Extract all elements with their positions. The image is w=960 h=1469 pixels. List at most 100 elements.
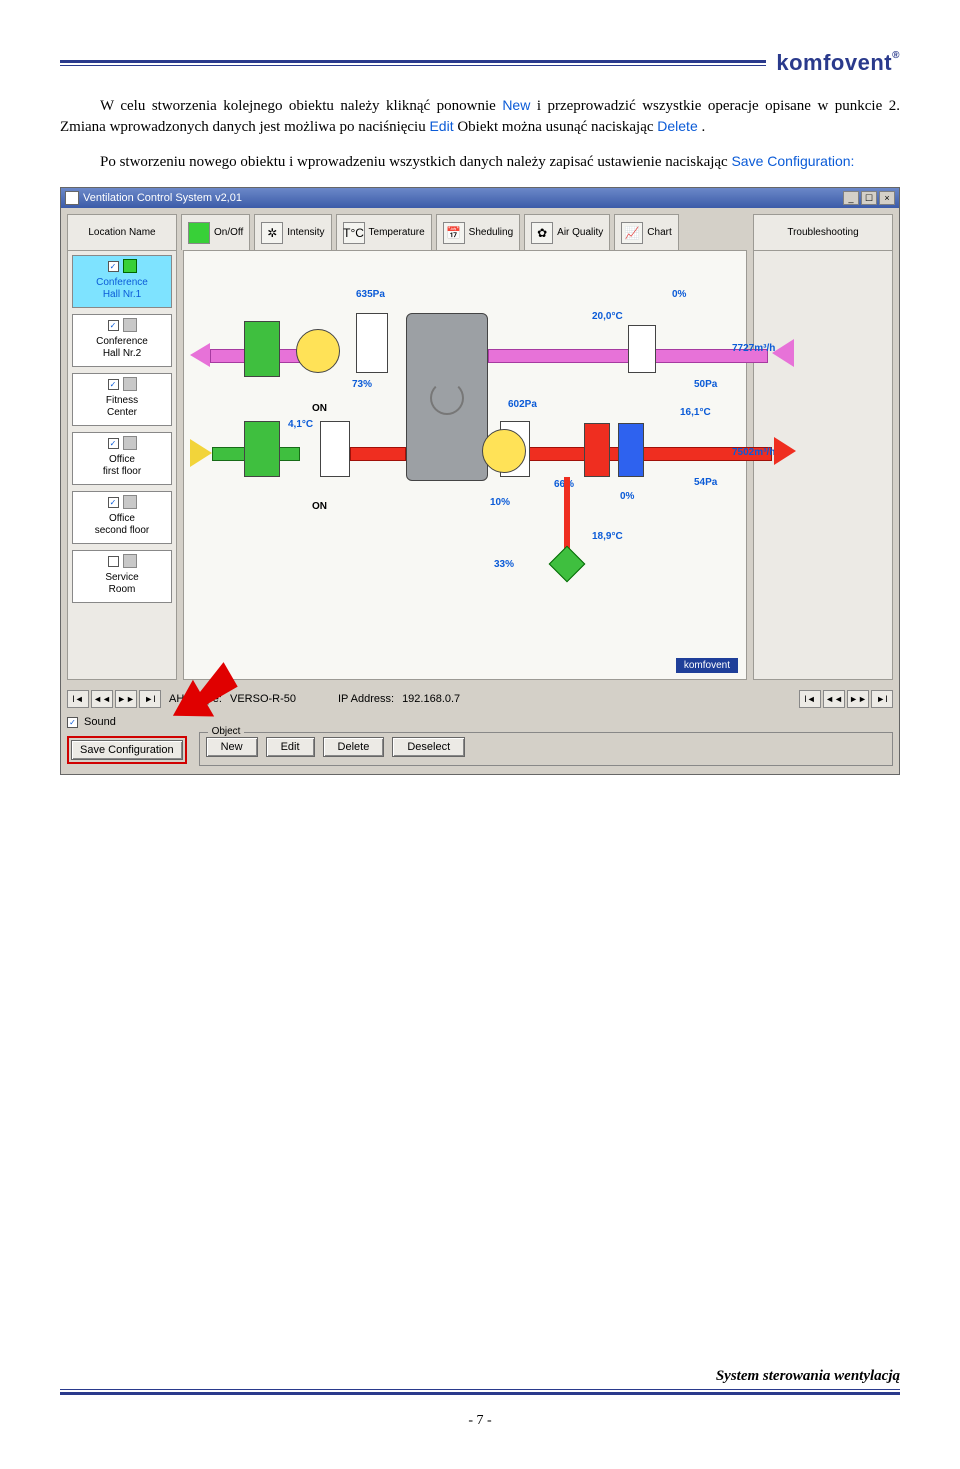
tab-chart[interactable]: 📈Chart xyxy=(614,214,678,250)
val-dp2: 602Pa xyxy=(508,399,537,410)
val-heat-pct: 0% xyxy=(620,491,634,502)
val-fan1-on: ON xyxy=(312,403,327,414)
app-icon xyxy=(65,191,79,205)
nav-group-left: I◄ ◄◄ ►► ►I xyxy=(67,690,161,708)
tab-intensity[interactable]: ✲Intensity xyxy=(254,214,331,250)
new-button[interactable]: New xyxy=(206,737,258,757)
val-t-in: 4,1°C xyxy=(288,419,313,430)
location-label: Officefirst floor xyxy=(76,454,168,478)
nav2-first[interactable]: I◄ xyxy=(799,690,821,708)
return-inlet-icon xyxy=(772,339,794,367)
logo-text: komfovent xyxy=(776,50,892,75)
save-highlight: Save Configuration xyxy=(67,736,187,764)
nav2-prev[interactable]: ◄◄ xyxy=(823,690,845,708)
nav2-next[interactable]: ►► xyxy=(847,690,869,708)
power-icon xyxy=(188,222,210,244)
nav-first[interactable]: I◄ xyxy=(67,690,89,708)
tab-temperature[interactable]: T°CTemperature xyxy=(336,214,432,250)
save-configuration-button[interactable]: Save Configuration xyxy=(71,740,183,760)
tab-onoff[interactable]: On/Off xyxy=(181,214,250,250)
nav-next[interactable]: ►► xyxy=(115,690,137,708)
supply-fan xyxy=(482,429,526,473)
val-t-top: 20,0°C xyxy=(592,311,623,322)
sound-label: Sound xyxy=(84,716,116,728)
filter-exhaust xyxy=(356,313,388,373)
delete-button[interactable]: Delete xyxy=(323,737,385,757)
cooling-coil xyxy=(628,325,656,373)
ip-label: IP Address: xyxy=(338,693,394,705)
location-status-icon xyxy=(123,259,137,273)
location-status-icon xyxy=(123,495,137,509)
val-t-coil: 16,1°C xyxy=(680,407,711,418)
heating-coil xyxy=(584,423,610,477)
minimize-button[interactable]: _ xyxy=(843,191,859,205)
val-flow-bot: 7502m³/h xyxy=(732,447,775,458)
val-t-ret: 18,9°C xyxy=(592,531,623,542)
supply-outlet-icon xyxy=(774,437,796,465)
val-fan2-on: ON xyxy=(312,501,327,512)
location-label: ServiceRoom xyxy=(76,572,168,596)
tab-bar: Location Name On/Off ✲Intensity T°CTempe… xyxy=(61,208,899,250)
calendar-icon: 📅 xyxy=(443,222,465,244)
titlebar: Ventilation Control System v2,01 _ ☐ × xyxy=(61,188,899,208)
damper-supply xyxy=(244,421,280,477)
location-checkbox[interactable]: ✓ xyxy=(108,320,119,331)
nav-group-right: I◄ ◄◄ ►► ►I xyxy=(799,690,893,708)
location-item[interactable]: ✓ Officesecond floor xyxy=(72,491,172,544)
sound-checkbox[interactable]: ✓ xyxy=(67,717,78,728)
fresh-inlet-icon xyxy=(190,439,212,467)
val-fan1-pct: 73% xyxy=(352,379,372,390)
exhaust-fan xyxy=(296,329,340,373)
damper-exhaust xyxy=(244,321,280,377)
nav-last[interactable]: ►I xyxy=(139,690,161,708)
location-label: Officesecond floor xyxy=(76,513,168,537)
paragraph-1: W celu stworzenia kolejnego obiektu nale… xyxy=(60,96,900,138)
object-fieldset: Object New Edit Delete Deselect xyxy=(199,732,893,766)
kw-save-config: Save Configuration: xyxy=(731,153,854,169)
preheater xyxy=(320,421,350,477)
brand-badge: komfovent xyxy=(676,658,738,673)
tab-scheduling[interactable]: 📅Sheduling xyxy=(436,214,520,250)
location-status-icon xyxy=(123,318,137,332)
nav-prev[interactable]: ◄◄ xyxy=(91,690,113,708)
location-item[interactable]: ✓ Officefirst floor xyxy=(72,432,172,485)
tab-location[interactable]: Location Name xyxy=(67,214,177,250)
location-item[interactable]: ✓ConferenceHall Nr.1 xyxy=(72,255,172,308)
leaf-icon: ✿ xyxy=(531,222,553,244)
location-sidebar: ✓ConferenceHall Nr.1 ✓ConferenceHall Nr.2… xyxy=(67,250,177,680)
val-dp1: 635Pa xyxy=(356,289,385,300)
tab-air-quality[interactable]: ✿Air Quality xyxy=(524,214,610,250)
location-checkbox[interactable]: ✓ xyxy=(108,497,119,508)
val-pump-pct: 33% xyxy=(494,559,514,570)
footer-text: System sterowania wentylacją xyxy=(716,1368,900,1385)
location-checkbox[interactable]: ✓ xyxy=(108,438,119,449)
maximize-button[interactable]: ☐ xyxy=(861,191,877,205)
exhaust-outlet-icon xyxy=(190,343,210,367)
location-item[interactable]: ✓FitnessCenter xyxy=(72,373,172,426)
edit-button[interactable]: Edit xyxy=(266,737,315,757)
val-sp1: 50Pa xyxy=(694,379,717,390)
callout-arrow-icon xyxy=(160,652,240,732)
location-item[interactable]: ServiceRoom xyxy=(72,550,172,603)
val-sp2: 54Pa xyxy=(694,477,717,488)
footer-rule xyxy=(60,1389,900,1395)
paragraph-2: Po stworzeniu nowego obiektu i wprowadze… xyxy=(60,152,900,173)
troubleshooting-panel xyxy=(753,250,893,680)
window-title: Ventilation Control System v2,01 xyxy=(83,192,841,204)
rotary-icon xyxy=(430,381,464,415)
fan-icon: ✲ xyxy=(261,222,283,244)
header-rule: komfovent® xyxy=(60,50,900,76)
nav2-last[interactable]: ►I xyxy=(871,690,893,708)
thermometer-icon: T°C xyxy=(343,222,365,244)
deselect-button[interactable]: Deselect xyxy=(392,737,465,757)
ahu-type-value: VERSO-R-50 xyxy=(230,693,330,705)
kw-new: New xyxy=(502,97,530,113)
val-flow-top: 7727m³/h xyxy=(732,343,775,354)
val-pct0: 0% xyxy=(672,289,686,300)
location-checkbox[interactable]: ✓ xyxy=(108,379,119,390)
location-checkbox[interactable]: ✓ xyxy=(108,261,119,272)
close-button[interactable]: × xyxy=(879,191,895,205)
location-checkbox[interactable] xyxy=(108,556,119,567)
tab-troubleshooting[interactable]: Troubleshooting xyxy=(753,214,893,250)
location-item[interactable]: ✓ConferenceHall Nr.2 xyxy=(72,314,172,367)
